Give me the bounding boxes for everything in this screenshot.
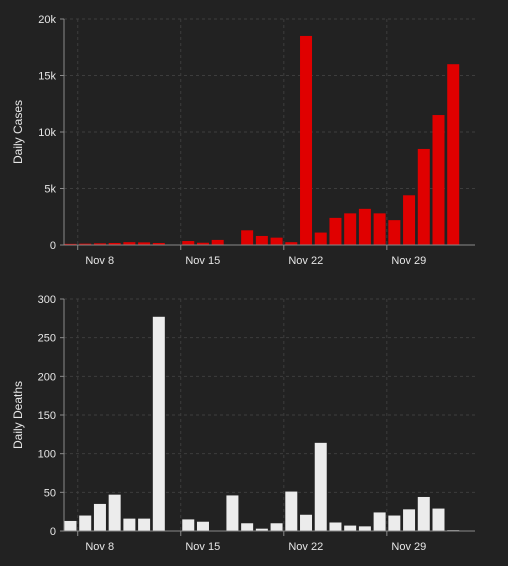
bar [373,213,386,245]
bar [388,515,401,531]
y-axis-label: Daily Cases [11,100,25,164]
bar [226,495,239,531]
bar [64,243,77,245]
bar [358,208,371,245]
x-tick-label: Nov 15 [185,255,220,267]
x-tick-label: Nov 29 [391,255,426,267]
x-tick-label: Nov 15 [185,541,220,553]
bar [417,496,430,531]
bar [93,243,106,245]
bar [432,115,445,245]
x-tick-label: Nov 8 [85,255,114,267]
y-tick-label: 150 [38,410,56,422]
y-tick-label: 100 [38,449,56,461]
bar [79,243,92,245]
y-tick-label: 0 [50,526,56,538]
bar [108,494,121,531]
bar [79,515,92,531]
bar [196,242,209,245]
bar [211,239,224,245]
bar [329,217,342,245]
bar [329,522,342,531]
x-tick-label: Nov 8 [85,541,114,553]
bar [152,242,165,245]
bar [182,519,195,531]
bar [123,518,136,531]
bar [314,232,327,245]
bar [138,242,151,245]
bar [403,509,416,531]
bar [300,514,313,531]
y-tick-label: 15k [38,71,56,83]
y-tick-label: 20k [38,14,56,26]
bar [358,526,371,531]
y-tick-label: 50 [44,487,56,499]
bar [182,241,195,245]
y-tick-label: 5k [44,184,56,196]
bar [270,523,283,531]
bar [241,523,254,531]
x-tick-label: Nov 22 [288,541,323,553]
y-tick-label: 250 [38,333,56,345]
x-tick-label: Nov 29 [391,541,426,553]
bar [314,442,327,531]
y-tick-label: 200 [38,371,56,383]
bar [417,148,430,245]
y-tick-label: 10k [38,127,56,139]
bar [108,242,121,245]
bar [344,213,357,245]
bar [447,64,460,245]
bar [388,220,401,245]
bar [255,528,268,531]
bar [93,503,106,531]
bar [138,518,151,531]
x-tick-label: Nov 22 [288,255,323,267]
bar [255,235,268,245]
bar [300,35,313,246]
daily-cases-chart: 0 5k 10k 15k 20k Nov 8 Nov 15 Nov 22 Nov 29 Daily… [11,14,475,267]
y-tick-label: 300 [38,294,56,306]
bar [64,520,77,531]
bar [270,237,283,245]
bar [196,521,209,531]
bar [285,242,298,245]
daily-deaths-chart: 0 50 100 150 200 250 300 Nov 8 Nov 15 Nov 22 Nov 2… [11,294,475,553]
bar [344,525,357,531]
bar [403,195,416,245]
bar [373,512,386,531]
bar [123,242,136,245]
bar [152,316,165,531]
y-axis-label: Daily Deaths [11,381,25,449]
y-tick-label: 0 [50,240,56,252]
bar [432,508,445,531]
bar [285,491,298,531]
bar [241,230,254,245]
